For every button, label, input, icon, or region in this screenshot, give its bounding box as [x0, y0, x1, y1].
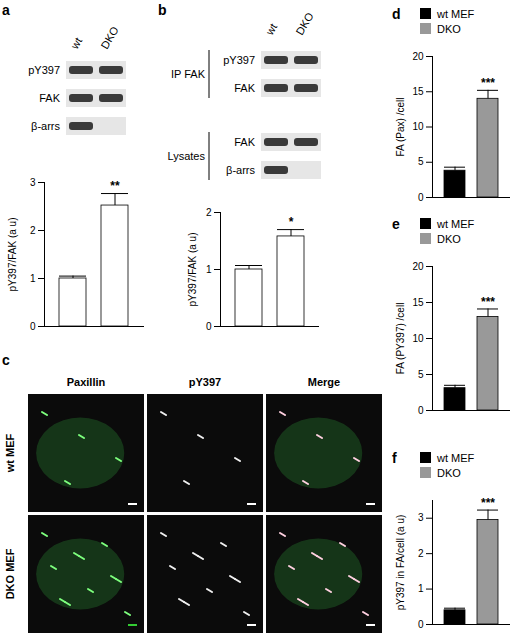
svg-text:DKO: DKO — [293, 10, 316, 37]
svg-text:pY397: pY397 — [223, 54, 255, 66]
svg-text:Merge: Merge — [308, 376, 340, 388]
svg-text:DKO: DKO — [98, 24, 121, 51]
svg-text:***: *** — [481, 496, 495, 510]
svg-text:*: * — [289, 215, 294, 229]
svg-text:pY397 in FA/cell (a u): pY397 in FA/cell (a u) — [395, 515, 406, 611]
svg-text:pY397/FAK (a u): pY397/FAK (a u) — [187, 233, 198, 307]
svg-text:1: 1 — [418, 583, 424, 594]
svg-text:0: 0 — [418, 192, 424, 203]
html-text:DKO: DKO — [437, 466, 461, 479]
svg-text:DKO MEF: DKO MEF — [4, 548, 16, 599]
svg-text:5: 5 — [418, 156, 424, 167]
svg-text:wt: wt — [263, 21, 279, 37]
svg-text:2: 2 — [418, 548, 424, 559]
svg-text:1: 1 — [206, 264, 212, 275]
svg-text:0: 0 — [206, 321, 212, 332]
html-text:e: e — [392, 216, 400, 232]
html-text:DKO: DKO — [437, 22, 461, 35]
svg-text:β-arrs: β-arrs — [226, 164, 255, 176]
svg-text:1: 1 — [30, 273, 36, 284]
svg-text:β-arrs: β-arrs — [31, 120, 60, 132]
svg-text:10: 10 — [412, 121, 424, 132]
svg-text:***: *** — [481, 76, 495, 90]
svg-text:FAK: FAK — [234, 82, 255, 94]
svg-text:pY397/FAK (a u): pY397/FAK (a u) — [7, 218, 18, 292]
svg-text:Lysates: Lysates — [167, 150, 205, 162]
svg-text:wt: wt — [68, 35, 84, 51]
html-text:DKO: DKO — [437, 232, 461, 245]
svg-text:***: *** — [481, 295, 495, 309]
svg-text:pY397: pY397 — [28, 64, 60, 76]
html-text:c: c — [2, 352, 10, 368]
svg-text:FA (Pax) /cell: FA (Pax) /cell — [395, 98, 406, 157]
svg-text:3: 3 — [30, 177, 36, 188]
svg-text:5: 5 — [418, 369, 424, 380]
html-text:wt MEF: wt MEF — [437, 7, 475, 20]
svg-text:**: ** — [110, 179, 120, 193]
html-text:wt MEF: wt MEF — [437, 217, 475, 230]
svg-text:IP FAK: IP FAK — [171, 68, 206, 80]
html-text:d: d — [392, 6, 401, 22]
svg-text:10: 10 — [412, 333, 424, 344]
svg-text:0: 0 — [30, 321, 36, 332]
svg-text:2: 2 — [206, 207, 212, 218]
html-text:a: a — [2, 2, 10, 18]
svg-text:FA (PY397) /cell: FA (PY397) /cell — [395, 303, 406, 375]
svg-text:15: 15 — [412, 297, 424, 308]
svg-text:0: 0 — [418, 619, 424, 630]
svg-text:wt MEF: wt MEF — [4, 433, 16, 473]
svg-text:3: 3 — [418, 512, 424, 523]
svg-text:FAK: FAK — [39, 92, 60, 104]
svg-text:pY397: pY397 — [189, 376, 221, 388]
svg-text:15: 15 — [412, 86, 424, 97]
svg-text:0: 0 — [418, 405, 424, 416]
svg-text:20: 20 — [412, 51, 424, 62]
svg-text:20: 20 — [412, 261, 424, 272]
html-text:wt MEF: wt MEF — [437, 451, 475, 464]
svg-text:2: 2 — [30, 225, 36, 236]
svg-text:Paxillin: Paxillin — [67, 376, 106, 388]
html-text:f: f — [392, 450, 397, 466]
svg-text:FAK: FAK — [234, 136, 255, 148]
html-text:b: b — [158, 2, 167, 18]
